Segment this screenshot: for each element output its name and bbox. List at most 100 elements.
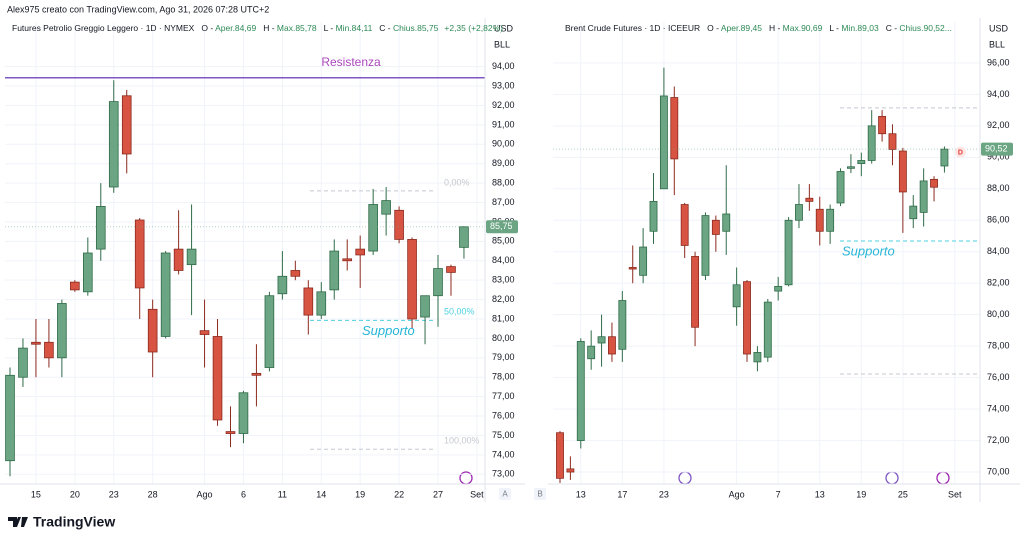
candle-body: [212, 336, 223, 421]
candle-body: [277, 275, 288, 295]
last-price-label: 90,52: [985, 144, 1008, 154]
y-tick-label: 89,00: [492, 158, 515, 168]
candle-body: [394, 209, 404, 240]
candle-body: [857, 160, 866, 165]
legend-sep: -: [328, 23, 336, 33]
y-tick-label: 92,00: [492, 100, 515, 110]
logo: TradingView: [8, 514, 115, 530]
legend-sep: -: [714, 23, 721, 33]
legend: Futures Petrolio Greggio Leggero · 1D · …: [12, 23, 503, 33]
y-tick-label: 77,00: [492, 391, 515, 401]
legend-sep: -: [775, 23, 783, 33]
legend-sep: -: [834, 23, 842, 33]
candle-body: [556, 432, 564, 479]
scale-button[interactable]: [534, 488, 546, 500]
y-tick-label: 92,00: [987, 120, 1010, 130]
y-tick-label: 85,00: [492, 236, 515, 246]
legend-key: O: [707, 23, 714, 33]
event-icon[interactable]: [936, 471, 950, 485]
x-tick-label: Ago: [197, 489, 213, 499]
legend-sep: -: [892, 23, 900, 33]
y-tick-label: 87,00: [492, 197, 515, 207]
candle-body: [459, 226, 469, 248]
symbol-title: Futures Petrolio Greggio Leggero · 1D · …: [12, 23, 195, 33]
candle-body: [134, 219, 145, 289]
candle-body: [659, 95, 668, 190]
last-price-tag: [981, 142, 1013, 156]
legend-value: Chius.85,75: [393, 23, 439, 33]
candle-body: [608, 336, 616, 355]
y-tick-label: 78,00: [492, 372, 515, 382]
support-label: Supporto: [842, 243, 895, 258]
x-tick-label: 28: [148, 489, 158, 499]
legend-value: Aper.84,69: [215, 23, 256, 33]
y-tick-label: 91,00: [492, 119, 515, 129]
candle-body: [940, 148, 949, 167]
event-icon[interactable]: [885, 471, 899, 485]
y-tick-label: 83,00: [492, 275, 515, 285]
candle-body: [867, 125, 876, 161]
candle-body: [433, 268, 443, 297]
currency: USD: [494, 23, 514, 33]
last-price-label: 85,75: [490, 221, 513, 231]
x-tick-label: 13: [815, 489, 825, 499]
candle-body: [83, 252, 93, 293]
candle-body: [108, 101, 119, 188]
candle-body: [576, 341, 585, 441]
candle-body: [711, 219, 720, 235]
legend-key: C: [886, 23, 892, 33]
scale-button-label: A: [502, 490, 508, 499]
candle-body: [290, 270, 301, 277]
candle-body: [680, 204, 689, 246]
chart-panel: 73,00 74,00 75,00 76,00 77,00 78,00 79,00 80,00…: [0, 18, 525, 502]
candle-body: [381, 200, 391, 215]
y-tick-label: 80,00: [987, 309, 1010, 319]
candle-body: [597, 336, 606, 344]
y-tick-label: 76,00: [492, 410, 515, 420]
candle-body: [618, 300, 627, 350]
y-tick-label: 75,00: [492, 430, 515, 440]
x-tick-label: 11: [278, 489, 287, 499]
candle-body: [368, 204, 378, 252]
candle-body: [805, 197, 814, 202]
candle-body: [909, 205, 918, 220]
y-tick-label: 84,00: [492, 255, 515, 265]
candle-body: [121, 95, 132, 155]
candle-body: [251, 372, 262, 376]
candle-body: [878, 116, 887, 135]
legend-value: Max.85,78: [277, 23, 317, 33]
candle-body: [898, 150, 907, 193]
candle-body: [303, 287, 314, 316]
candle-body: [225, 431, 236, 434]
dividend-marker[interactable]: [954, 146, 966, 158]
candle-body: [722, 213, 731, 232]
candle-body: [743, 281, 751, 355]
y-tick-label: 94,00: [492, 61, 515, 71]
x-tick-label: 25: [898, 489, 908, 499]
legend-key: L: [324, 23, 329, 33]
candle-body: [815, 208, 824, 232]
dividend-marker-label: D: [958, 149, 963, 156]
event-icon[interactable]: [678, 471, 692, 485]
candle-body: [753, 352, 762, 363]
candle-body: [628, 267, 637, 270]
candle-body: [888, 133, 897, 150]
candle-body: [147, 308, 158, 353]
candle-body: [639, 246, 648, 276]
candle-body: [57, 303, 67, 359]
x-tick-label: 23: [659, 489, 669, 499]
y-tick-label: 76,00: [987, 372, 1010, 382]
x-tick-label: Set: [470, 489, 484, 499]
y-tick-label: 96,00: [987, 57, 1010, 67]
x-tick-label: 15: [31, 489, 41, 499]
candle-body: [566, 468, 575, 473]
legend-key: C: [379, 23, 385, 33]
x-tick-label: 17: [617, 489, 627, 499]
y-tick-label: 79,00: [492, 352, 515, 362]
scale-button[interactable]: [499, 488, 511, 500]
x-tick-label: 6: [241, 489, 246, 499]
candle-body: [18, 347, 28, 378]
x-tick-label: 13: [576, 489, 586, 499]
candle-body: [919, 180, 928, 213]
